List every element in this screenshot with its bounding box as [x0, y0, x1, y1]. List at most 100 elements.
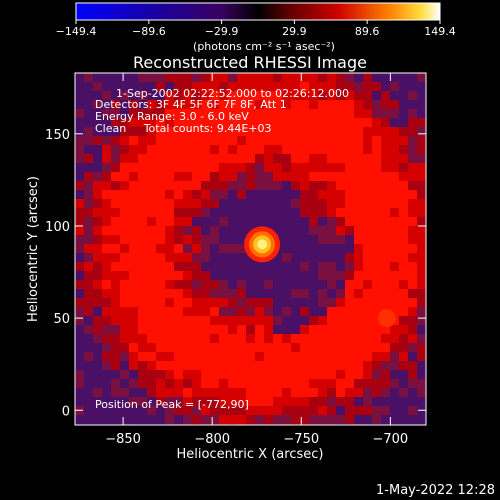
heatmap-cell [390, 154, 400, 164]
heatmap-cell [174, 190, 184, 200]
heatmap-cell [345, 226, 355, 236]
heatmap-cell [237, 262, 247, 272]
heatmap-cell [309, 235, 319, 245]
heatmap-cell [201, 271, 211, 281]
heatmap-cell [192, 379, 202, 389]
heatmap-cell [408, 415, 418, 425]
heatmap-cell [84, 334, 94, 344]
heatmap-cell [327, 406, 337, 416]
heatmap-cell [111, 154, 121, 164]
heatmap-cell [390, 145, 400, 155]
chart-title: Reconstructed RHESSI Image [133, 53, 367, 72]
heatmap-cell [93, 397, 103, 407]
heatmap-cell [129, 235, 139, 245]
heatmap-cell [93, 181, 103, 191]
heatmap-cell [228, 262, 238, 272]
heatmap-cell [174, 316, 184, 326]
heatmap-cell [210, 235, 220, 245]
heatmap-cell [111, 352, 121, 362]
heatmap-cell [237, 388, 247, 398]
heatmap-cell [192, 190, 202, 200]
heatmap-cell [129, 316, 139, 326]
heatmap-cell [273, 361, 283, 371]
heatmap-cell [309, 244, 319, 254]
heatmap-cell [363, 244, 373, 254]
heatmap-cell [345, 172, 355, 182]
heatmap-cell [390, 127, 400, 137]
annotation-energy: Energy Range: 3.0 - 6.0 keV [95, 110, 249, 123]
heatmap-cell [336, 262, 346, 272]
heatmap-cell [228, 415, 238, 425]
heatmap-cell [237, 145, 247, 155]
heatmap-cell [201, 334, 211, 344]
heatmap-cell [75, 280, 85, 290]
heatmap-cell [345, 325, 355, 335]
heatmap-cell [399, 325, 409, 335]
heatmap-cell [309, 280, 319, 290]
heatmap-cell [309, 82, 319, 92]
heatmap-cell [255, 325, 265, 335]
heatmap-cell [165, 109, 175, 119]
heatmap-cell [192, 406, 202, 416]
heatmap-cell [300, 181, 310, 191]
heatmap-cell [417, 199, 426, 209]
heatmap-cell [381, 118, 391, 128]
heatmap-cell [408, 154, 418, 164]
heatmap-cell [147, 253, 157, 263]
heatmap-cell [408, 235, 418, 245]
heatmap-cell [408, 406, 418, 416]
heatmap-cell [363, 397, 373, 407]
heatmap-cell [372, 352, 382, 362]
heatmap-cell [84, 253, 94, 263]
heatmap-cell [210, 415, 220, 425]
heatmap-cell [381, 163, 391, 173]
heatmap-cell [246, 415, 256, 425]
heatmap-cell [84, 118, 94, 128]
heatmap-cell [75, 226, 85, 236]
heatmap-cell [318, 307, 328, 317]
heatmap-cell [129, 307, 139, 317]
heatmap-cell [354, 109, 364, 119]
heatmap-cell [291, 262, 301, 272]
heatmap-cell [336, 73, 346, 83]
heatmap-cell [93, 217, 103, 227]
heatmap-cell [75, 343, 85, 353]
heatmap-cell [309, 253, 319, 263]
heatmap-cell [345, 280, 355, 290]
heatmap-cell [210, 190, 220, 200]
heatmap-cell [363, 307, 373, 317]
heatmap-cell [318, 343, 328, 353]
heatmap-cell [219, 199, 229, 209]
heatmap-cell [111, 172, 121, 182]
heatmap-cell [255, 136, 265, 146]
heatmap-cell [399, 73, 409, 83]
heatmap-cell [336, 298, 346, 308]
heatmap-cell [345, 208, 355, 218]
heatmap-cell [129, 352, 139, 362]
heatmap-cell [255, 289, 265, 299]
heatmap-cell [156, 325, 166, 335]
heatmap-cell [237, 217, 247, 227]
heatmap-cell [336, 163, 346, 173]
heatmap-cell [102, 388, 112, 398]
y-tick-label: 0 [62, 404, 70, 419]
heatmap-cell [84, 145, 94, 155]
heatmap-cell [345, 262, 355, 272]
heatmap-cell [237, 118, 247, 128]
heatmap-cell [111, 325, 121, 335]
heatmap-cell [174, 379, 184, 389]
heatmap-cell [93, 334, 103, 344]
heatmap-cell [219, 406, 229, 416]
heatmap-cell [183, 91, 193, 101]
heatmap-cell [156, 226, 166, 236]
heatmap-cell [291, 361, 301, 371]
heatmap-cell [255, 199, 265, 209]
heatmap-cell [156, 388, 166, 398]
heatmap-cell [390, 352, 400, 362]
heatmap-cell [201, 370, 211, 380]
heatmap-cell [219, 190, 229, 200]
heatmap-cell [228, 145, 238, 155]
heatmap-cell [345, 217, 355, 227]
heatmap-cell [75, 289, 85, 299]
heatmap-cell [129, 262, 139, 272]
